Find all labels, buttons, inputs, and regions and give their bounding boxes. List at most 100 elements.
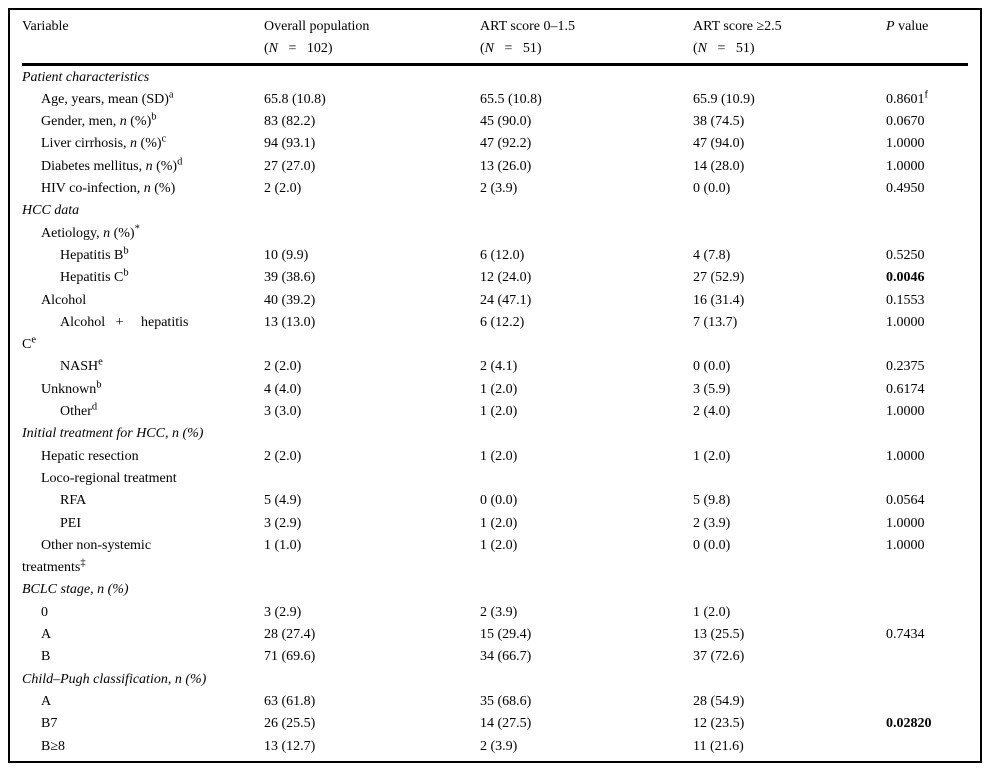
cell-art-score-ge-2-5: 13 (25.5) xyxy=(693,627,745,643)
cell-art-score-ge-2-5: 0 (0.0) xyxy=(693,181,731,197)
row-label: HIV co-infection, n (%) xyxy=(41,181,176,197)
table-row: A 63 (61.8) 35 (68.6) 28 (54.9) xyxy=(22,691,968,713)
cell-p-value: 1.0000 xyxy=(886,314,925,330)
cell-overall-population: 1 (1.0) xyxy=(264,537,302,553)
cell-overall-population: 13 (12.7) xyxy=(264,738,316,754)
cell-art-score-ge-2-5: 0 (0.0) xyxy=(693,537,731,553)
column-header-group: ART score 0–1.5 (N = 51) xyxy=(480,16,693,61)
cell-art-score-0-1-5: 1 (2.0) xyxy=(480,381,518,397)
cell-art-score-0-1-5: 1 (2.0) xyxy=(480,404,518,420)
cell-p-value: 0.0564 xyxy=(886,493,925,509)
cell-art-score-ge-2-5: 14 (28.0) xyxy=(693,158,745,174)
column-header-group: Overall population (N = 102) xyxy=(264,16,480,61)
cell-art-score-0-1-5: 35 (68.6) xyxy=(480,693,532,709)
row-label: B xyxy=(41,649,51,665)
cell-overall-population: 40 (39.2) xyxy=(264,292,316,308)
cell-art-score-0-1-5: 2 (3.9) xyxy=(480,604,518,620)
cell-p-value: 1.0000 xyxy=(886,537,925,553)
row-label: Initial treatment for HCC, n (%) xyxy=(22,426,204,442)
cell-art-score-0-1-5: 14 (27.5) xyxy=(480,716,532,732)
row-label: Patient characteristics xyxy=(22,69,150,85)
cell-overall-population: 26 (25.5) xyxy=(264,716,316,732)
cell-p-value: 0.1553 xyxy=(886,292,925,308)
column-header-title: ART score 0–1.5 xyxy=(480,19,575,34)
cell-overall-population: 3 (3.0) xyxy=(264,404,302,420)
cell-art-score-0-1-5: 34 (66.7) xyxy=(480,649,532,665)
cell-p-value: 0.5250 xyxy=(886,247,925,263)
cell-overall-population: 4 (4.0) xyxy=(264,381,302,397)
cell-overall-population: 13 (13.0) xyxy=(264,314,316,330)
cell-art-score-0-1-5: 1 (2.0) xyxy=(480,537,518,553)
cell-overall-population: 5 (4.9) xyxy=(264,493,302,509)
table-row: Diabetes mellitus, n (%)d 27 (27.0) 13 (… xyxy=(22,156,968,178)
row-label: Alcohol + hepatitis Ce xyxy=(22,314,189,353)
column-header-title: Variable xyxy=(22,19,69,34)
table-row: Otherd 3 (3.0) 1 (2.0) 2 (4.0) 1.0000 xyxy=(22,401,968,423)
table-body: Patient characteristics Age, years, mean… xyxy=(22,66,968,761)
table-row: Liver cirrhosis, n (%)c 94 (93.1) 47 (92… xyxy=(22,133,968,155)
table-row: NASHe 2 (2.0) 2 (4.1) 0 (0.0) 0.2375 xyxy=(22,356,968,378)
table-row: A 28 (27.4) 15 (29.4) 13 (25.5) 0.7434 xyxy=(22,624,968,646)
table-row: PEI 3 (2.9) 1 (2.0) 2 (3.9) 1.0000 xyxy=(22,513,968,535)
cell-p-value: 1.0000 xyxy=(886,448,925,464)
row-label: A xyxy=(41,627,52,643)
table-row: Hepatitis Bb 10 (9.9) 6 (12.0) 4 (7.8) 0… xyxy=(22,245,968,267)
cell-art-score-0-1-5: 47 (92.2) xyxy=(480,136,532,152)
cell-p-value: 1.0000 xyxy=(886,136,925,152)
cell-overall-population: 3 (2.9) xyxy=(264,515,302,531)
column-header-title: ART score ≥2.5 xyxy=(693,19,782,34)
table-row: Hepatic resection 2 (2.0) 1 (2.0) 1 (2.0… xyxy=(22,446,968,468)
table-row: HCC data xyxy=(22,200,968,222)
cell-overall-population: 3 (2.9) xyxy=(264,604,302,620)
table-row: Loco-regional treatment xyxy=(22,468,968,490)
p-value-header-label: P value xyxy=(886,19,929,34)
cell-art-score-ge-2-5: 12 (23.5) xyxy=(693,716,745,732)
characteristics-table: Variable Overall population (N = 102) AR… xyxy=(8,8,982,763)
cell-p-value: 0.0670 xyxy=(886,114,925,130)
cell-p-value: 0.8601f xyxy=(886,89,928,107)
table-row: Other non-systemic treatments‡ 1 (1.0) 1 … xyxy=(22,535,968,580)
cell-art-score-ge-2-5: 27 (52.9) xyxy=(693,270,745,286)
cell-art-score-ge-2-5: 16 (31.4) xyxy=(693,292,745,308)
cell-art-score-ge-2-5: 38 (74.5) xyxy=(693,114,745,130)
table-row: HIV co-infection, n (%) 2 (2.0) 2 (3.9) … xyxy=(22,178,968,200)
column-header-n-count: (N = 51) xyxy=(693,41,755,57)
cell-art-score-ge-2-5: 65.9 (10.9) xyxy=(693,91,755,107)
table-row: Patient characteristics xyxy=(22,67,968,89)
cell-p-value: 0.7434 xyxy=(886,627,925,643)
row-label: RFA xyxy=(60,493,87,509)
cell-overall-population: 71 (69.6) xyxy=(264,649,316,665)
cell-art-score-ge-2-5: 2 (4.0) xyxy=(693,404,731,420)
row-label: Otherd xyxy=(60,401,98,420)
row-label: HCC data xyxy=(22,203,80,219)
row-label: Diabetes mellitus, n (%)d xyxy=(41,156,183,174)
table-row: BCLC stage, n (%) xyxy=(22,579,968,601)
table-row: Gender, men, n (%)b 83 (82.2) 45 (90.0) … xyxy=(22,111,968,133)
cell-art-score-ge-2-5: 5 (9.8) xyxy=(693,493,731,509)
column-header-title: Overall population xyxy=(264,19,370,34)
cell-overall-population: 10 (9.9) xyxy=(264,247,309,263)
cell-art-score-0-1-5: 1 (2.0) xyxy=(480,515,518,531)
cell-p-value: 0.2375 xyxy=(886,359,925,375)
cell-overall-population: 39 (38.6) xyxy=(264,270,316,286)
row-label: Aetiology, n (%)* xyxy=(41,223,140,241)
cell-art-score-ge-2-5: 4 (7.8) xyxy=(693,247,731,263)
table-row: B7 26 (25.5) 14 (27.5) 12 (23.5) 0.02820 xyxy=(22,713,968,735)
column-header-n-count: (N = 51) xyxy=(480,41,542,57)
cell-art-score-ge-2-5: 11 (21.6) xyxy=(693,738,744,754)
table-row: 0 3 (2.9) 2 (3.9) 1 (2.0) xyxy=(22,602,968,624)
column-header-group: ART score ≥2.5 (N = 51) xyxy=(693,16,886,61)
cell-art-score-0-1-5: 2 (3.9) xyxy=(480,738,518,754)
cell-art-score-0-1-5: 6 (12.0) xyxy=(480,247,525,263)
column-header-variable: Variable xyxy=(22,16,264,61)
column-header-n-count: (N = 102) xyxy=(264,41,333,57)
cell-art-score-ge-2-5: 2 (3.9) xyxy=(693,515,731,531)
cell-p-value: 1.0000 xyxy=(886,158,925,174)
cell-art-score-ge-2-5: 37 (72.6) xyxy=(693,649,745,665)
cell-p-value: 1.0000 xyxy=(886,404,925,420)
cell-art-score-0-1-5: 15 (29.4) xyxy=(480,627,532,643)
cell-art-score-ge-2-5: 0 (0.0) xyxy=(693,359,731,375)
cell-art-score-0-1-5: 13 (26.0) xyxy=(480,158,532,174)
row-label: Loco-regional treatment xyxy=(41,470,177,486)
cell-overall-population: 94 (93.1) xyxy=(264,136,316,152)
